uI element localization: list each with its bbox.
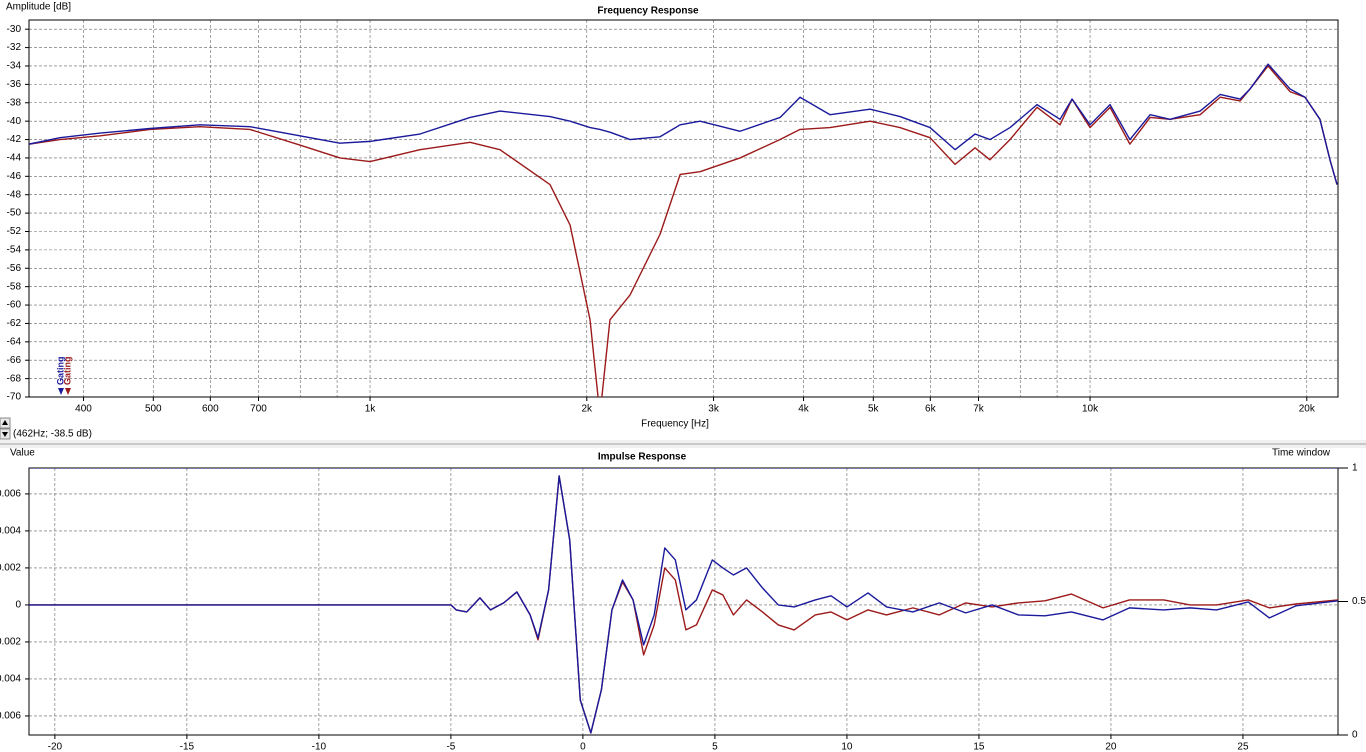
y-tick-label: -54 — [7, 245, 22, 256]
y-axis-label: Amplitude [dB] — [6, 2, 71, 13]
x-tick-label: 600 — [202, 404, 219, 415]
y-tick-label: -62 — [7, 318, 22, 329]
y-tick-label: -50 — [7, 208, 22, 219]
scroll-up-arrow — [2, 420, 8, 425]
x-tick-label: 10k — [1082, 404, 1099, 415]
y2-tick-label: 0 — [1352, 730, 1358, 741]
x-tick-label: 15 — [973, 742, 985, 752]
plot-area — [29, 63, 1338, 397]
y-tick-label: -30 — [7, 24, 22, 35]
y-tick-label: -68 — [7, 373, 22, 384]
y-tick-label: 0.004 — [0, 526, 21, 537]
x-tick-label: 500 — [145, 404, 162, 415]
y-tick-label: -36 — [7, 79, 22, 90]
x-tick-label: 2k — [581, 404, 593, 415]
x-tick-label: 5 — [712, 742, 718, 752]
y-tick-label: 0.002 — [0, 563, 21, 574]
y-tick-label: -70 — [7, 392, 22, 403]
x-tick-label: 700 — [250, 404, 267, 415]
x-tick-label: 6k — [925, 404, 937, 415]
x-tick-label: -20 — [48, 742, 63, 752]
x-axis-label: Frequency [Hz] — [641, 419, 709, 430]
series-line — [29, 475, 1338, 734]
x-tick-label: -5 — [446, 742, 455, 752]
y2-tick-label: 1 — [1352, 463, 1358, 474]
y-tick-label: -32 — [7, 42, 22, 53]
gating-marker[interactable]: Gating — [55, 357, 65, 386]
x-tick-label: 5k — [868, 404, 880, 415]
series-line — [29, 63, 1338, 185]
series-line — [29, 65, 1338, 397]
x-tick-label: 20k — [1299, 404, 1316, 415]
y-tick-label: -0.004 — [0, 674, 21, 685]
y-tick-label: -42 — [7, 134, 22, 145]
y-tick-label: 0 — [15, 600, 21, 611]
x-tick-label: 25 — [1237, 742, 1249, 752]
y-tick-label: -60 — [7, 300, 22, 311]
x-tick-label: 3k — [708, 404, 720, 415]
y-tick-label: -0.002 — [0, 637, 21, 648]
chart-title: Impulse Response — [598, 452, 687, 463]
y-tick-label: 0.006 — [0, 489, 21, 500]
x-tick-label: -10 — [312, 742, 327, 752]
y-tick-label: -38 — [7, 97, 22, 108]
y-tick-label: -56 — [7, 263, 22, 274]
x-tick-label: 10 — [841, 742, 853, 752]
chart-title: Frequency Response — [597, 6, 699, 17]
cursor-readout: (462Hz; -38.5 dB) — [13, 429, 92, 440]
gating-arrow — [65, 388, 71, 395]
y-tick-label: -66 — [7, 355, 22, 366]
y-tick-label: -46 — [7, 171, 22, 182]
gating-marker[interactable]: Gating — [62, 357, 72, 386]
x-tick-label: 20 — [1105, 742, 1117, 752]
y-tick-label: -52 — [7, 226, 22, 237]
y-tick-label: -0.006 — [0, 711, 21, 722]
x-tick-label: 7k — [973, 404, 985, 415]
y-tick-label: -58 — [7, 281, 22, 292]
x-tick-label: 0 — [580, 742, 586, 752]
gating-arrow — [58, 388, 64, 395]
y-tick-label: -34 — [7, 61, 22, 72]
scroll-down-arrow — [2, 432, 8, 437]
plot-frame — [28, 19, 1339, 398]
y-axis-label: Value — [10, 448, 35, 459]
x-tick-label: 4k — [798, 404, 810, 415]
y-tick-label: -64 — [7, 336, 22, 347]
x-tick-label: 1k — [365, 404, 377, 415]
y-tick-label: -44 — [7, 153, 22, 164]
y2-axis-label: Time window — [1272, 448, 1331, 459]
y-tick-label: -40 — [7, 116, 22, 127]
x-tick-label: 400 — [75, 404, 92, 415]
y-tick-label: -48 — [7, 189, 22, 200]
plot-area — [29, 468, 1338, 734]
y2-tick-label: 0.5 — [1352, 596, 1366, 607]
x-tick-label: -15 — [180, 742, 195, 752]
